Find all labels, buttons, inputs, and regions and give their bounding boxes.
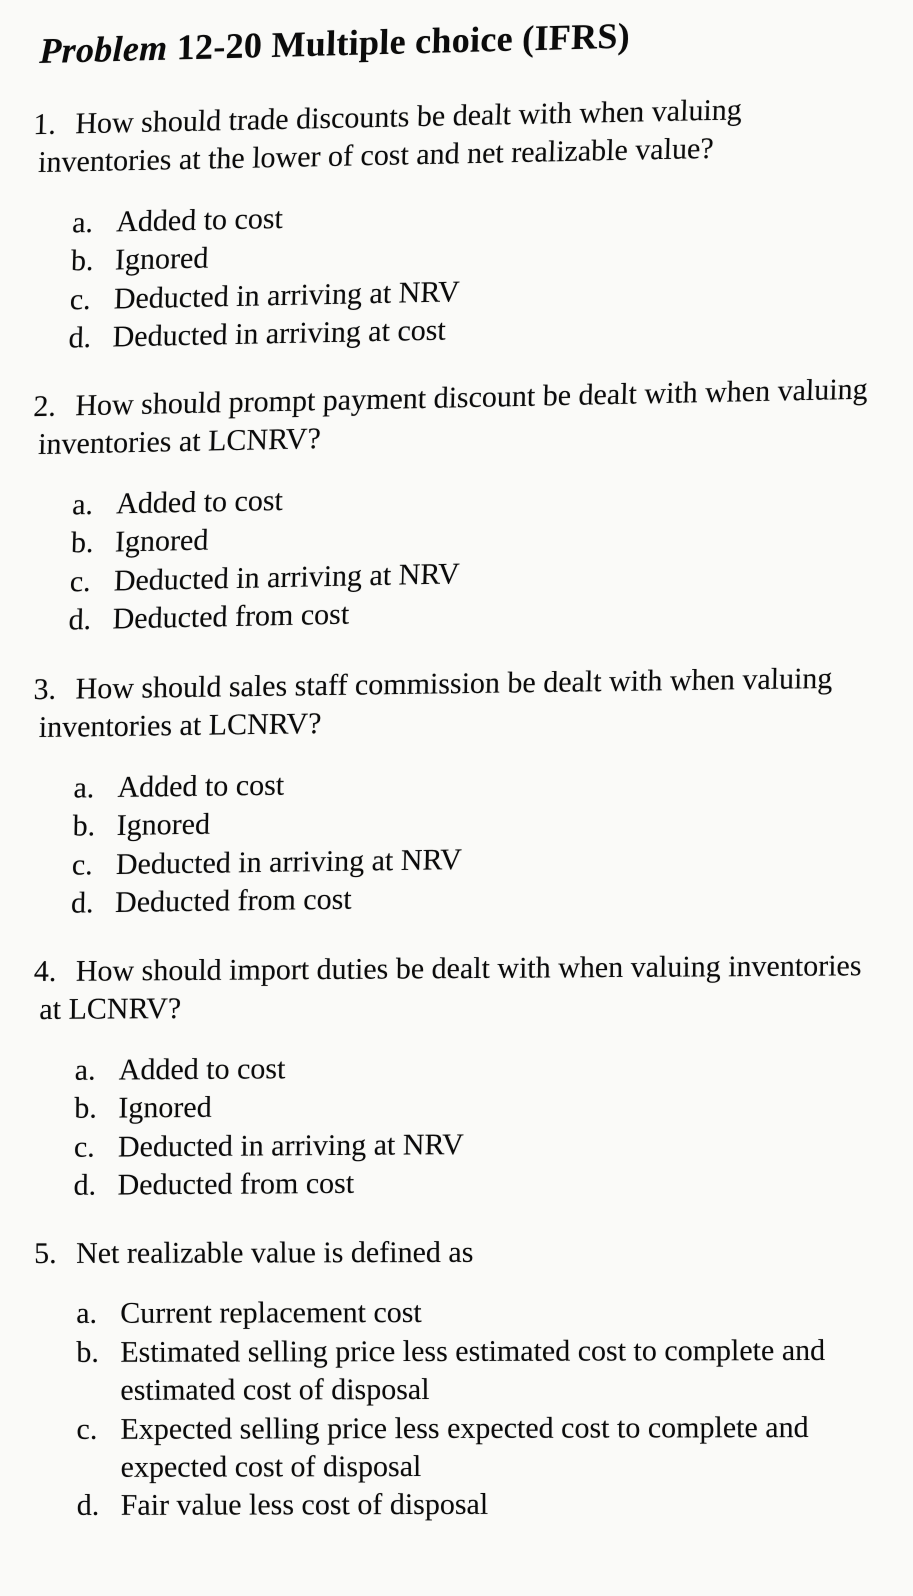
question-3-stem: 3.How should sales staff commission be d…	[38, 659, 873, 747]
question-5-text: Net realizable value is defined as	[76, 1236, 473, 1270]
question-1-number: 1.	[33, 105, 76, 144]
question-3: 3.How should sales staff commission be d…	[35, 659, 873, 923]
question-3-text: How should sales staff commission be dea…	[38, 662, 832, 744]
question-5-option-c: c.Expected selling price less expected c…	[76, 1409, 873, 1488]
question-3-options: a.Added to cost b.Ignored c.Deducted in …	[35, 758, 871, 923]
problem-heading: Problem 12-20 Multiple choice (IFRS)	[39, 8, 873, 72]
question-5-option-d: d.Fair value less cost of disposal	[77, 1486, 874, 1526]
question-1-text: How should trade discounts be dealt with…	[38, 93, 743, 179]
question-1-stem: 1.How should trade discounts be dealt wi…	[38, 89, 873, 183]
question-1-options: a.Added to cost b.Ignored c.Deducted in …	[32, 187, 870, 358]
question-1: 1.How should trade discounts be dealt wi…	[32, 89, 873, 359]
question-4-option-a: a.Added to cost	[75, 1046, 872, 1090]
heading-rest: 12-20 Multiple choice (IFRS)	[176, 16, 630, 68]
question-4-option-c: c.Deducted in arriving at NRV	[74, 1123, 871, 1167]
question-4-stem: 4.How should import duties be dealt with…	[39, 947, 873, 1030]
question-2-options: a.Added to cost b.Ignored c.Deducted in …	[32, 470, 870, 641]
question-4-number: 4.	[34, 953, 76, 992]
page: Problem 12-20 Multiple choice (IFRS) 1.H…	[0, 0, 913, 1596]
question-2-stem: 2.How should prompt payment discount be …	[38, 371, 873, 465]
question-5-option-a: a.Current replacement cost	[76, 1294, 873, 1334]
question-4-option-b: b.Ignored	[74, 1084, 871, 1128]
question-5-stem: 5.Net realizable value is defined as	[40, 1233, 873, 1274]
heading-prefix: Problem	[39, 28, 168, 71]
question-2: 2.How should prompt payment discount be …	[32, 371, 873, 641]
question-2-number: 2.	[33, 388, 76, 427]
question-4: 4.How should import duties be dealt with…	[37, 947, 873, 1205]
question-4-option-d: d.Deducted from cost	[73, 1161, 870, 1205]
question-3-number: 3.	[33, 670, 76, 709]
question-5-number: 5.	[34, 1235, 76, 1274]
question-5-option-b: b.Estimated selling price less estimated…	[76, 1332, 873, 1411]
question-4-options: a.Added to cost b.Ignored c.Deducted in …	[37, 1046, 872, 1205]
question-5: 5.Net realizable value is defined as a.C…	[40, 1233, 874, 1526]
question-2-text: How should prompt payment discount be de…	[38, 373, 868, 462]
question-4-text: How should import duties be dealt with w…	[39, 949, 861, 1026]
question-5-options: a.Current replacement cost b.Estimated s…	[40, 1294, 874, 1527]
